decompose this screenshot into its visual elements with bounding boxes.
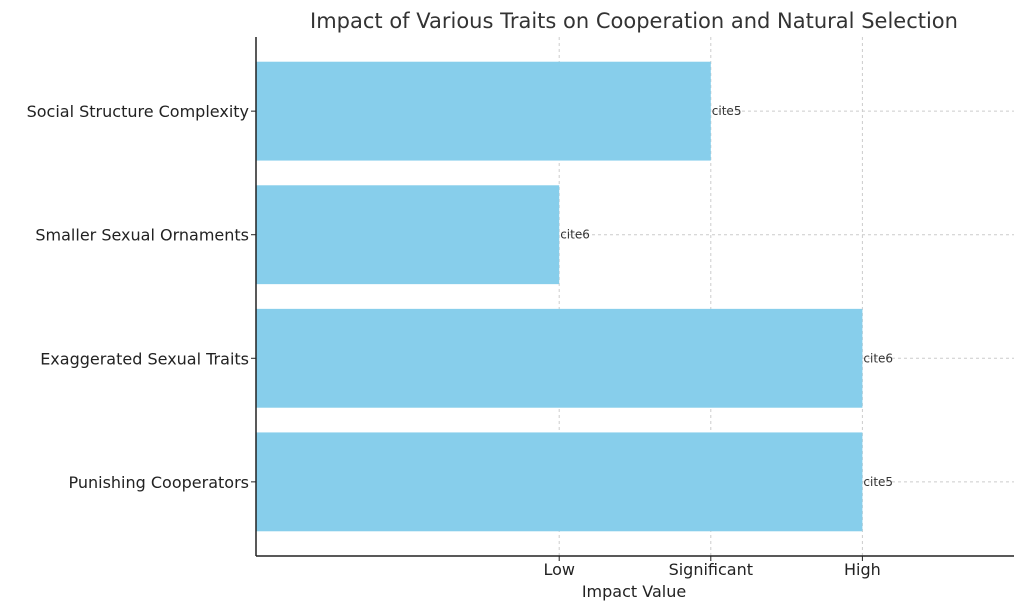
y-tick-label: Smaller Sexual Ornaments <box>35 226 249 245</box>
bar-data-label: cite5 <box>863 475 893 489</box>
y-tick-label: Exaggerated Sexual Traits <box>40 349 249 368</box>
bar-data-label: cite5 <box>712 104 742 118</box>
bar-layer <box>256 61 863 532</box>
label-layer: cite5 cite6 cite6 cite5 <box>560 104 893 489</box>
y-tick-label: Social Structure Complexity <box>27 102 249 121</box>
bar <box>256 308 863 408</box>
bar-data-label: cite6 <box>560 228 590 242</box>
x-tick-label: Significant <box>669 560 753 579</box>
chart-title: Impact of Various Traits on Cooperation … <box>310 9 958 33</box>
axis-layer: Punishing Cooperators Exaggerated Sexual … <box>27 37 1014 579</box>
x-tick-label: High <box>844 560 881 579</box>
x-axis-label: Impact Value <box>582 582 686 601</box>
x-tick-label: Low <box>543 560 575 579</box>
bar <box>256 61 711 161</box>
y-tick-label: Punishing Cooperators <box>68 473 249 492</box>
bar-data-label: cite6 <box>863 351 893 365</box>
bar <box>256 185 560 285</box>
bar <box>256 432 863 532</box>
